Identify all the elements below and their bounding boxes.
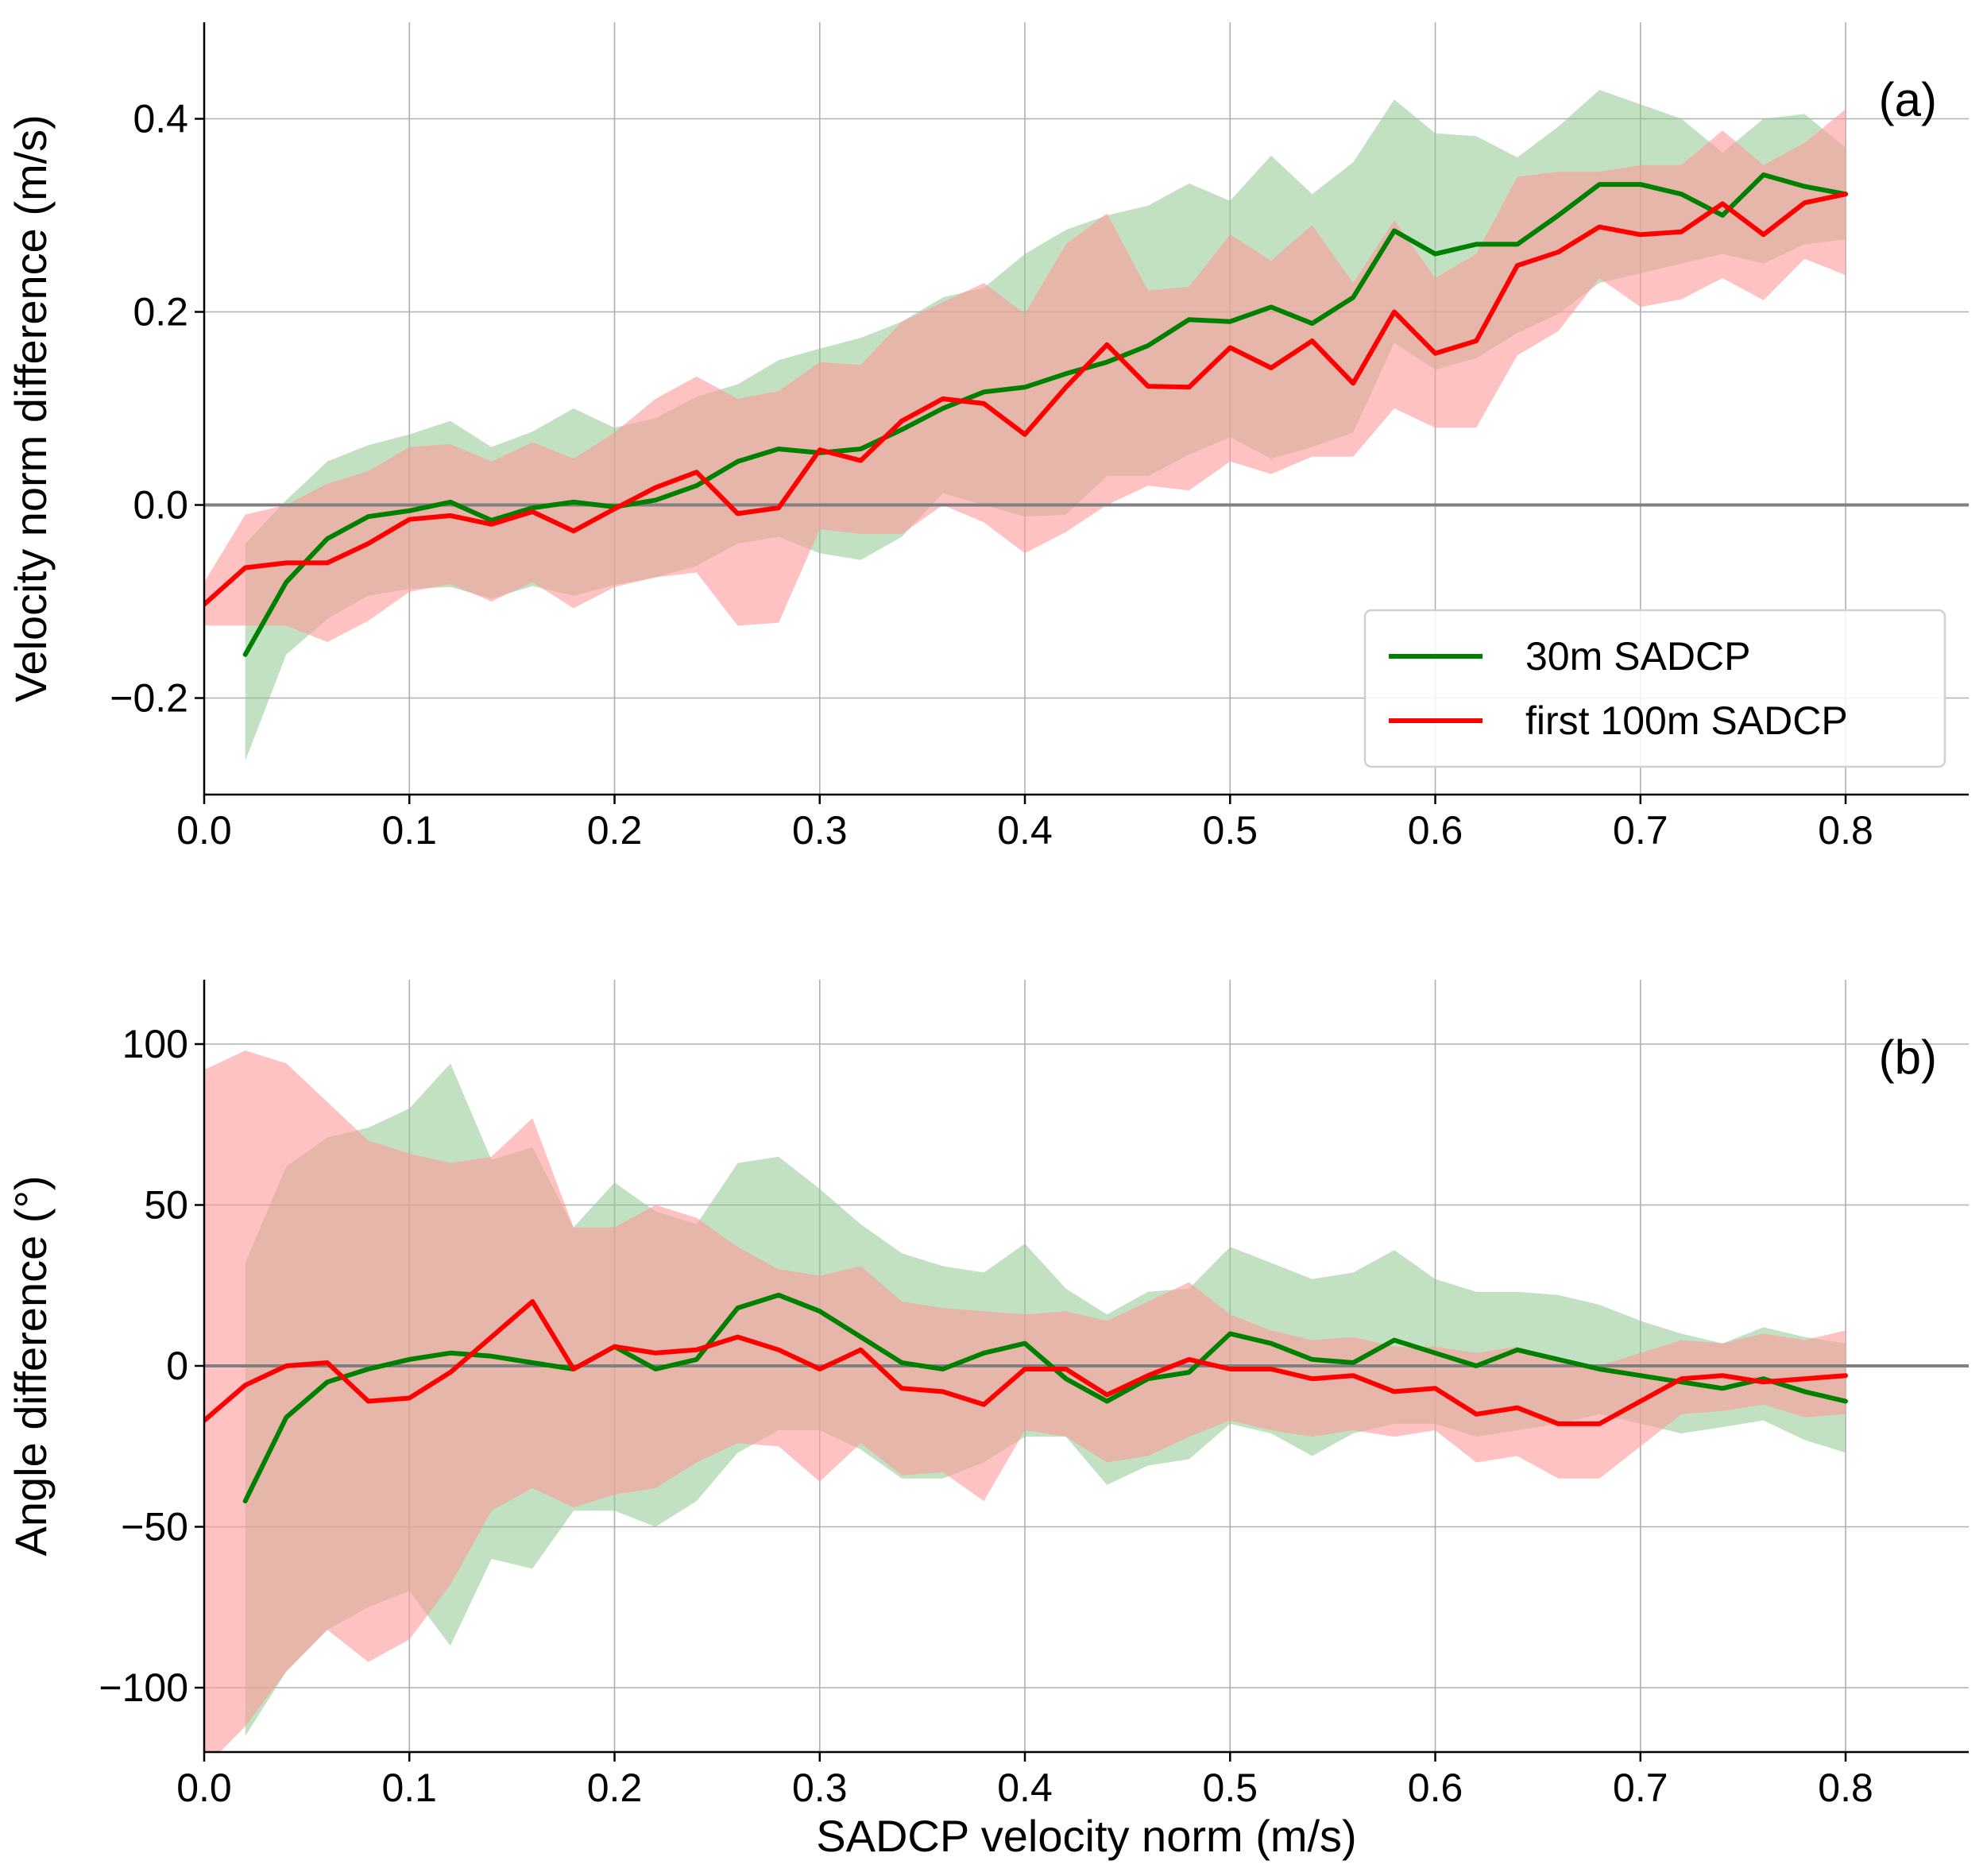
panel-b-y-tick-label-4: 100	[122, 1022, 188, 1066]
panel-b-x-tick-label-6: 0.6	[1408, 1766, 1463, 1810]
panel-a-x-tick-label-0: 0.0	[176, 808, 232, 853]
panel-a-x-tick-label-3: 0.3	[792, 808, 848, 853]
legend-label-1: first 100m SADCP	[1525, 698, 1848, 743]
panel-a-x-tick-label-8: 0.8	[1818, 808, 1873, 853]
panel-a-y-axis-label: Velocity norm difference (m/s)	[6, 114, 56, 702]
panel-b-x-tick-label-2: 0.2	[587, 1766, 643, 1810]
panel-b-x-tick-label-8: 0.8	[1818, 1766, 1873, 1810]
panel-b-x-tick-label-1: 0.1	[381, 1766, 437, 1810]
panel-a-x-tick-label-6: 0.6	[1408, 808, 1463, 853]
panel-b-x-tick-label-7: 0.7	[1613, 1766, 1668, 1810]
legend-label-0: 30m SADCP	[1525, 634, 1750, 679]
panel-a-x-tick-label-1: 0.1	[381, 808, 437, 853]
panel-b-y-axis-label: Angle difference (°)	[6, 1176, 56, 1557]
panel-a-y-tick-label-0: −0.2	[110, 676, 188, 721]
panel-a-line-series-0	[242, 172, 1848, 657]
panel-b-x-tick-label-5: 0.5	[1203, 1766, 1258, 1810]
panel-b-x-tick-label-4: 0.4	[997, 1766, 1053, 1810]
panel-b-x-tick-label-0: 0.0	[176, 1766, 232, 1810]
panel-a-x-tick-label-5: 0.5	[1203, 808, 1258, 853]
panel-a-line-series-1	[204, 191, 1848, 607]
panel-b-y-tick-label-0: −100	[99, 1665, 188, 1710]
panel-b-letter: (b)	[1879, 1031, 1937, 1084]
panel-b-y-tick-label-2: 0	[166, 1344, 188, 1388]
legend-box	[1363, 609, 1946, 768]
panel-a-y-tick-label-3: 0.4	[133, 97, 188, 141]
panel-b-y-tick-label-3: 50	[144, 1183, 188, 1228]
panel-b-line-series-0	[242, 1292, 1848, 1504]
panel-a-velocity-norm: 0.0 0.1 0.2 0.3 0.4 0.5 0.6 0.7 0.8 −0.2 0.0 0.2 0.4…	[6, 22, 1969, 853]
panel-b-angle: 0.0 0.1 0.2 0.3 0.4 0.5 0.6 0.7 0.8 −100 −50 0 50 100…	[6, 980, 1969, 1861]
panel-a-y-tick-label-2: 0.2	[133, 290, 188, 335]
panel-b-band-series-1	[204, 1050, 1846, 1752]
panel-b-x-tick-label-3: 0.3	[792, 1766, 848, 1810]
panel-b-line-series-1	[204, 1299, 1848, 1426]
panel-a-letter: (a)	[1879, 73, 1937, 126]
legend: 30m SADCP first 100m SADCP	[1363, 609, 1946, 768]
panel-a-x-tick-label-7: 0.7	[1613, 808, 1668, 853]
panel-b-y-tick-label-1: −50	[121, 1505, 188, 1549]
panel-b-x-axis-label: SADCP velocity norm (m/s)	[816, 1811, 1356, 1861]
panel-a-x-tick-label-2: 0.2	[587, 808, 643, 853]
panel-a-y-tick-label-1: 0.0	[133, 483, 188, 528]
panel-a-x-tick-label-4: 0.4	[997, 808, 1053, 853]
